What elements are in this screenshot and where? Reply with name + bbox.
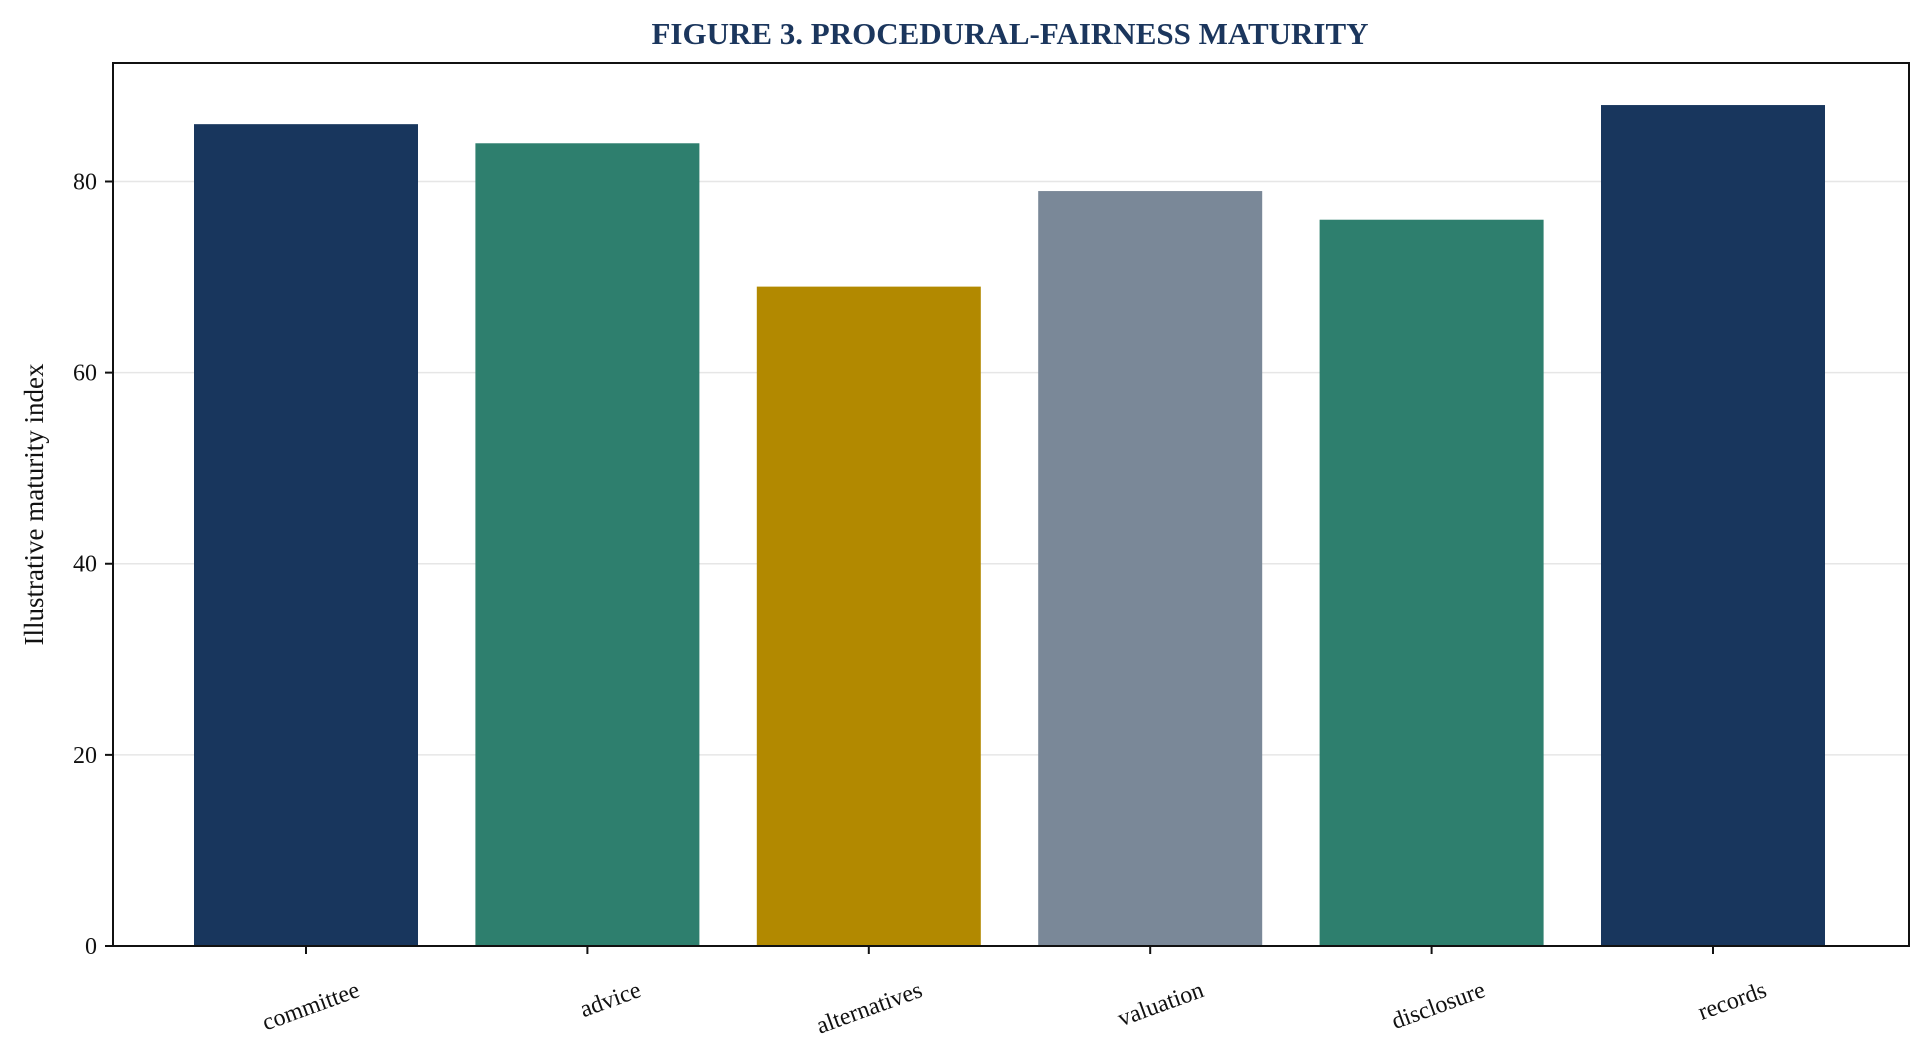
chart-title: FIGURE 3. PROCEDURAL-FAIRNESS MATURITY (651, 16, 1368, 51)
x-tick-label: advice (577, 977, 645, 1023)
plot-frame (112, 62, 1910, 947)
x-tick-label: disclosure (1388, 977, 1488, 1035)
bar-records (1601, 105, 1825, 947)
x-tick-label: valuation (1114, 977, 1207, 1032)
y-tick-label: 0 (85, 934, 97, 960)
y-axis-label: Illustrative maturity index (19, 363, 49, 645)
y-tick-label: 60 (73, 361, 97, 387)
bar-advice (475, 143, 700, 947)
y-axis-ticks: 0 20 40 60 80 (73, 169, 113, 960)
bar-committee (194, 124, 418, 947)
bar-valuation (1038, 191, 1263, 947)
bars (194, 105, 1825, 947)
x-axis-ticks: committee advice alternatives valuation disc… (259, 946, 1770, 1039)
x-tick-label: committee (259, 977, 363, 1036)
y-tick-label: 80 (73, 169, 97, 195)
x-tick-label: records (1695, 977, 1770, 1026)
x-tick-label: alternatives (813, 977, 926, 1039)
y-tick-label: 40 (73, 552, 97, 578)
y-tick-label: 20 (73, 743, 97, 769)
bar-disclosure (1319, 219, 1544, 946)
bar-alternatives (756, 286, 981, 946)
